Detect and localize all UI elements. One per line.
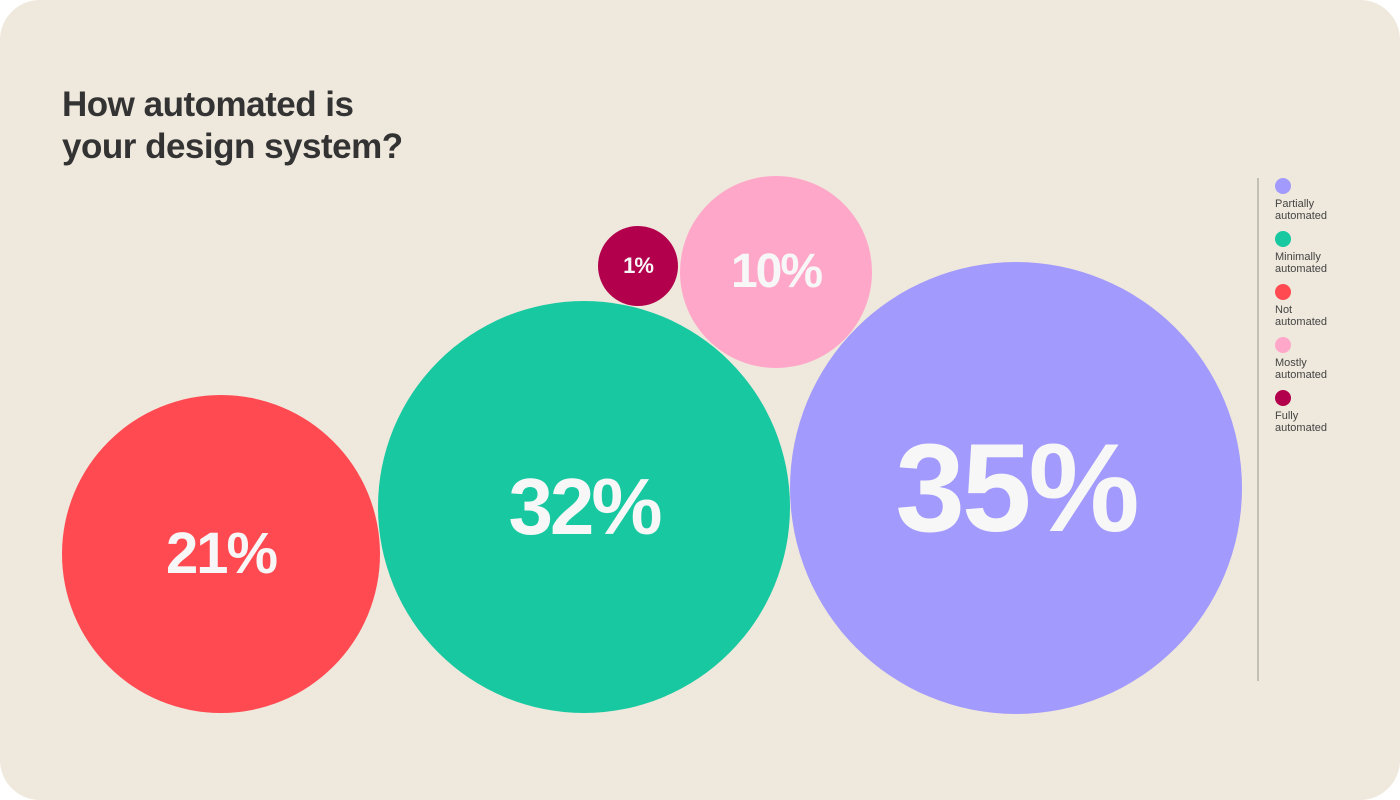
bubble-value-label: 32% (508, 462, 662, 551)
legend-item: Mostly automated (1275, 337, 1385, 390)
legend-item: Partially automated (1275, 178, 1385, 231)
legend-swatch-icon (1275, 390, 1291, 406)
bubble-value-label: 1% (623, 253, 654, 278)
bubble-mostly-automated: 10% (680, 176, 872, 368)
legend-swatch-icon (1275, 231, 1291, 247)
legend-label: Not automated (1275, 304, 1327, 328)
legend-divider (1257, 178, 1259, 681)
bubble-not-automated: 21% (62, 395, 380, 713)
chart-title: How automated is your design system? (62, 85, 403, 166)
bubble-minimally-automated: 32% (378, 301, 790, 713)
bubble-value-label: 10% (730, 245, 823, 298)
bubble-value-label: 21% (165, 521, 278, 586)
legend-swatch-icon (1275, 284, 1291, 300)
legend-label: Fully automated (1275, 410, 1327, 434)
legend-label: Mostly automated (1275, 357, 1327, 381)
legend-label: Partially automated (1275, 198, 1327, 222)
bubble-value-label: 35% (895, 418, 1139, 558)
legend: Partially automated Minimally automated No… (1275, 178, 1385, 443)
legend-label: Minimally automated (1275, 251, 1327, 275)
legend-item: Fully automated (1275, 390, 1385, 443)
legend-swatch-icon (1275, 337, 1291, 353)
bubble-fully-automated: 1% (598, 226, 678, 306)
bubble-partially-automated: 35% (790, 262, 1242, 714)
legend-swatch-icon (1275, 178, 1291, 194)
legend-item: Not automated (1275, 284, 1385, 337)
legend-item: Minimally automated (1275, 231, 1385, 284)
